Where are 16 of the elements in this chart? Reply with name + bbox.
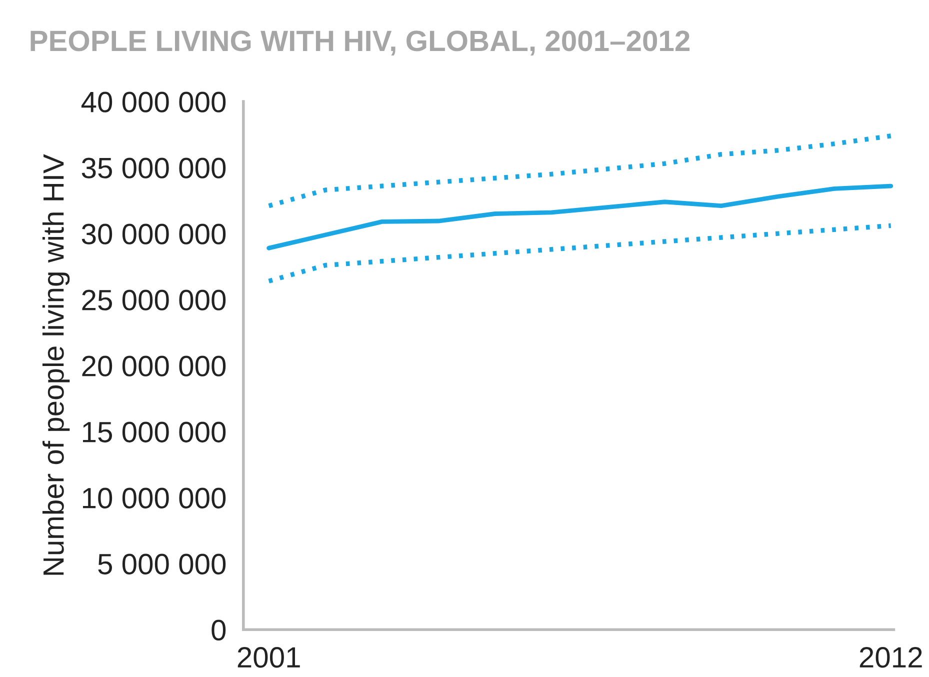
- y-axis-title: Number of people living with HIV: [42, 154, 70, 575]
- y-tick-label: 40 000 000: [81, 92, 226, 112]
- y-tick-label: 5 000 000: [98, 554, 226, 574]
- line-series: [266, 223, 894, 284]
- line-series: [266, 134, 894, 208]
- y-tick-label: 20 000 000: [82, 356, 226, 376]
- line-series: [266, 184, 894, 250]
- y-tick-label: 25 000 000: [82, 290, 226, 310]
- y-tick-label: 0: [212, 620, 226, 640]
- y-tick-label: 10 000 000: [82, 488, 226, 508]
- chart-title: PEOPLE LIVING WITH HIV, GLOBAL, 2001–2012: [30, 30, 690, 56]
- y-tick-label: 30 000 000: [82, 224, 226, 244]
- x-tick-label: 2012: [860, 647, 922, 668]
- y-tick-label: 35 000 000: [82, 158, 226, 178]
- x-tick-label: 2001: [238, 647, 300, 668]
- y-tick-label: 15 000 000: [82, 422, 226, 442]
